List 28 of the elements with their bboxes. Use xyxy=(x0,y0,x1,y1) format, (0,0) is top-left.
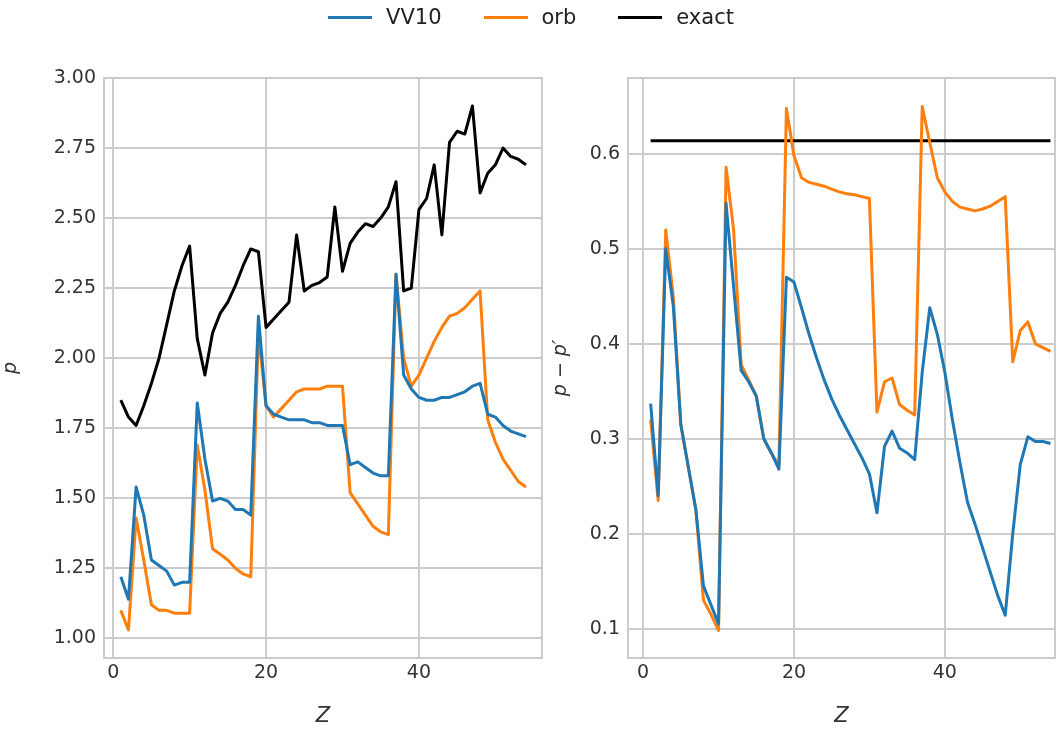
y-tick-label: 2.00 xyxy=(53,345,96,368)
y-tick-label: 2.25 xyxy=(53,275,96,298)
y-tick-label: 2.75 xyxy=(53,134,96,157)
x-tick-label: 40 xyxy=(406,660,432,683)
y-tick-label: 0.2 xyxy=(589,520,620,543)
y-tick-label: 0.1 xyxy=(589,615,620,638)
y-tick-label: 0.4 xyxy=(589,330,620,353)
x-tick-label: 40 xyxy=(932,660,957,683)
y-tick-label: 0.6 xyxy=(589,140,620,163)
x-tick-label: 20 xyxy=(781,660,807,683)
x-tick-label: 0 xyxy=(637,660,650,683)
y-tick-label: 3.00 xyxy=(53,64,96,87)
y-tick-label: 2.50 xyxy=(53,205,96,228)
y-tick-label: 1.50 xyxy=(53,485,96,508)
y-axis-title: p xyxy=(0,361,21,376)
x-axis-title: Z xyxy=(833,702,850,727)
y-tick-label: 1.25 xyxy=(53,555,96,578)
legend-label: VV10 xyxy=(386,5,442,29)
y-tick-label: 0.5 xyxy=(589,235,620,258)
y-tick-label: 1.00 xyxy=(53,625,96,648)
y-axis-title: p − p′ xyxy=(548,339,571,398)
legend-label: exact xyxy=(676,5,734,29)
x-tick-label: 0 xyxy=(107,660,120,683)
x-axis-title: Z xyxy=(314,702,331,727)
y-tick-label: 0.3 xyxy=(589,425,620,448)
x-tick-label: 20 xyxy=(253,660,279,683)
legend-label: orb xyxy=(541,5,577,29)
y-tick-label: 1.75 xyxy=(53,415,96,438)
